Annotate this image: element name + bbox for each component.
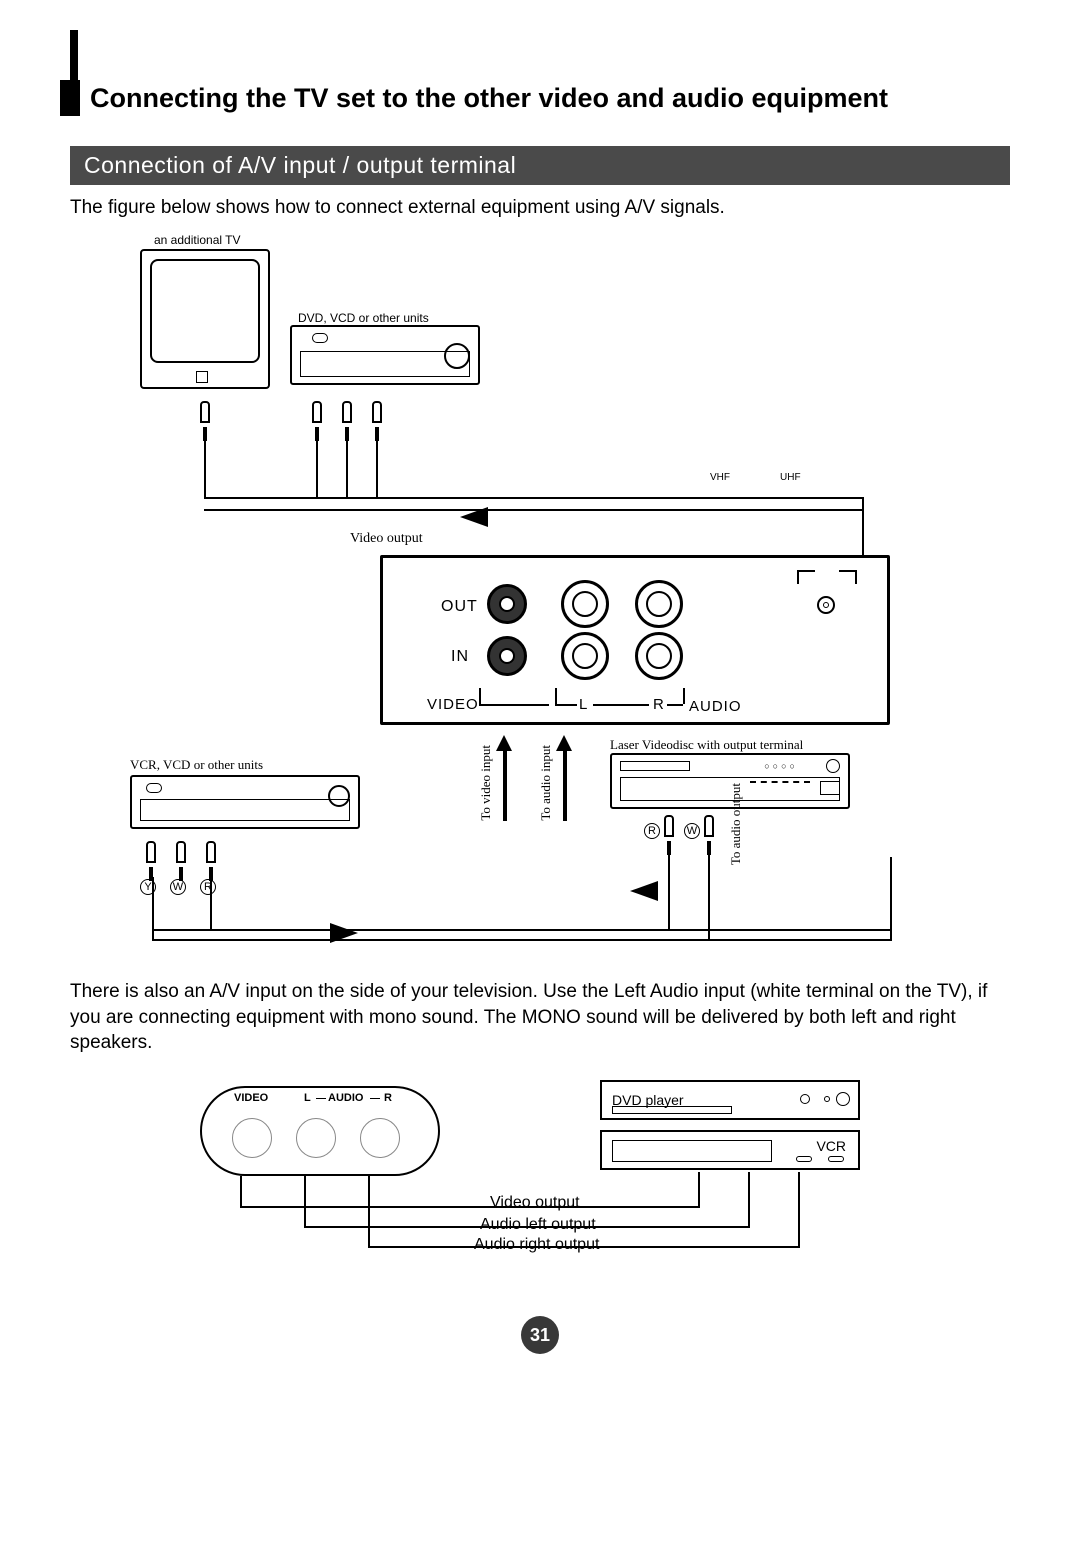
additional-tv-label: an additional TV bbox=[154, 233, 241, 247]
vcr-r-circle: R bbox=[200, 879, 216, 895]
video-out-jack bbox=[487, 584, 527, 624]
side-av-panel: VIDEO L AUDIO R bbox=[200, 1086, 440, 1176]
laser-jack-r-icon bbox=[664, 815, 674, 837]
dvd-vcd-label: DVD, VCD or other units bbox=[298, 311, 429, 325]
page-number: 31 bbox=[521, 1316, 559, 1354]
main-title-row: Connecting the TV set to the other video… bbox=[60, 80, 1020, 116]
audio-l-out-jack bbox=[561, 580, 609, 628]
to-audio-input-label: To audio input bbox=[538, 745, 554, 821]
video-label: VIDEO bbox=[427, 696, 479, 713]
audio-r-in-jack bbox=[635, 632, 683, 680]
side-r-label: R bbox=[384, 1092, 392, 1104]
dvd-jack-2-icon bbox=[342, 401, 352, 423]
tv-button-icon bbox=[196, 371, 208, 383]
tv-jack-icon bbox=[200, 401, 210, 423]
video-in-jack bbox=[487, 636, 527, 676]
uhf-label: UHF bbox=[780, 472, 801, 483]
video-output-label: Video output bbox=[350, 531, 423, 547]
dvd-unit-box bbox=[290, 325, 480, 385]
audio-r-out-jack bbox=[635, 580, 683, 628]
dvd-display-icon bbox=[312, 333, 328, 343]
audio-left-output-label: Audio left output bbox=[480, 1216, 596, 1234]
out-label: OUT bbox=[441, 598, 478, 616]
additional-tv-outline bbox=[140, 249, 270, 389]
additional-tv-screen bbox=[150, 259, 260, 363]
page-title: Connecting the TV set to the other video… bbox=[90, 83, 888, 114]
title-block-marker bbox=[60, 80, 80, 116]
dvd-knob-icon bbox=[444, 343, 470, 369]
vcr-w-circle: W bbox=[170, 879, 186, 895]
audio-right-output-label: Audio right output bbox=[474, 1236, 599, 1254]
vcr-unit-box bbox=[130, 775, 360, 829]
side-audio-l-jack bbox=[296, 1118, 336, 1158]
vcr-label: VCR, VCD or other units bbox=[130, 757, 263, 773]
side-audio-label: AUDIO bbox=[328, 1092, 363, 1104]
vcr-jack-2-icon bbox=[176, 841, 186, 863]
body-paragraph: There is also an A/V input on the side o… bbox=[70, 979, 1010, 1056]
laser-jack-w-icon bbox=[704, 815, 714, 837]
side-video-label: VIDEO bbox=[234, 1092, 268, 1104]
laser-w-circle: W bbox=[684, 823, 700, 839]
top-vertical-rule bbox=[70, 30, 1020, 80]
to-audio-output-label: To audio output bbox=[728, 783, 744, 865]
side-input-diagram: VIDEO L AUDIO R DVD player VCR Video out… bbox=[190, 1076, 890, 1286]
r-label: R bbox=[653, 696, 664, 713]
laser-dots-icon: ○○○○ bbox=[764, 761, 798, 771]
audio-label: AUDIO bbox=[689, 698, 742, 715]
dvd-player-box: DVD player bbox=[600, 1080, 860, 1120]
vcr-jack-3-icon bbox=[206, 841, 216, 863]
vcr-label-2: VCR bbox=[816, 1138, 846, 1154]
to-video-input-label: To video input bbox=[478, 745, 494, 821]
dvd-jack-3-icon bbox=[372, 401, 382, 423]
antenna-block bbox=[797, 570, 857, 624]
l-label: L bbox=[579, 696, 587, 713]
laser-r-circle: R bbox=[644, 823, 660, 839]
side-l-label: L bbox=[304, 1092, 311, 1104]
in-label: IN bbox=[451, 648, 469, 666]
av-connection-diagram: an additional TV DVD, VCD or other units… bbox=[80, 229, 1000, 969]
vhf-label: VHF bbox=[710, 472, 730, 483]
audio-l-in-jack bbox=[561, 632, 609, 680]
side-video-jack bbox=[232, 1118, 272, 1158]
vcr-box-2: VCR bbox=[600, 1130, 860, 1170]
vcr-jack-1-icon bbox=[146, 841, 156, 863]
intro-text: The figure below shows how to connect ex… bbox=[70, 197, 1020, 219]
laser-label: Laser Videodisc with output terminal bbox=[610, 737, 803, 753]
tv-rear-panel: OUT IN VIDEO L R AUDIO bbox=[380, 555, 890, 725]
section-heading-bar: Connection of A/V input / output termina… bbox=[70, 146, 1010, 185]
video-output-label-2: Video output bbox=[490, 1194, 580, 1212]
laser-display-icon bbox=[620, 761, 690, 771]
side-audio-r-jack bbox=[360, 1118, 400, 1158]
page-number-wrap: 31 bbox=[60, 1316, 1020, 1354]
dvd-jack-1-icon bbox=[312, 401, 322, 423]
